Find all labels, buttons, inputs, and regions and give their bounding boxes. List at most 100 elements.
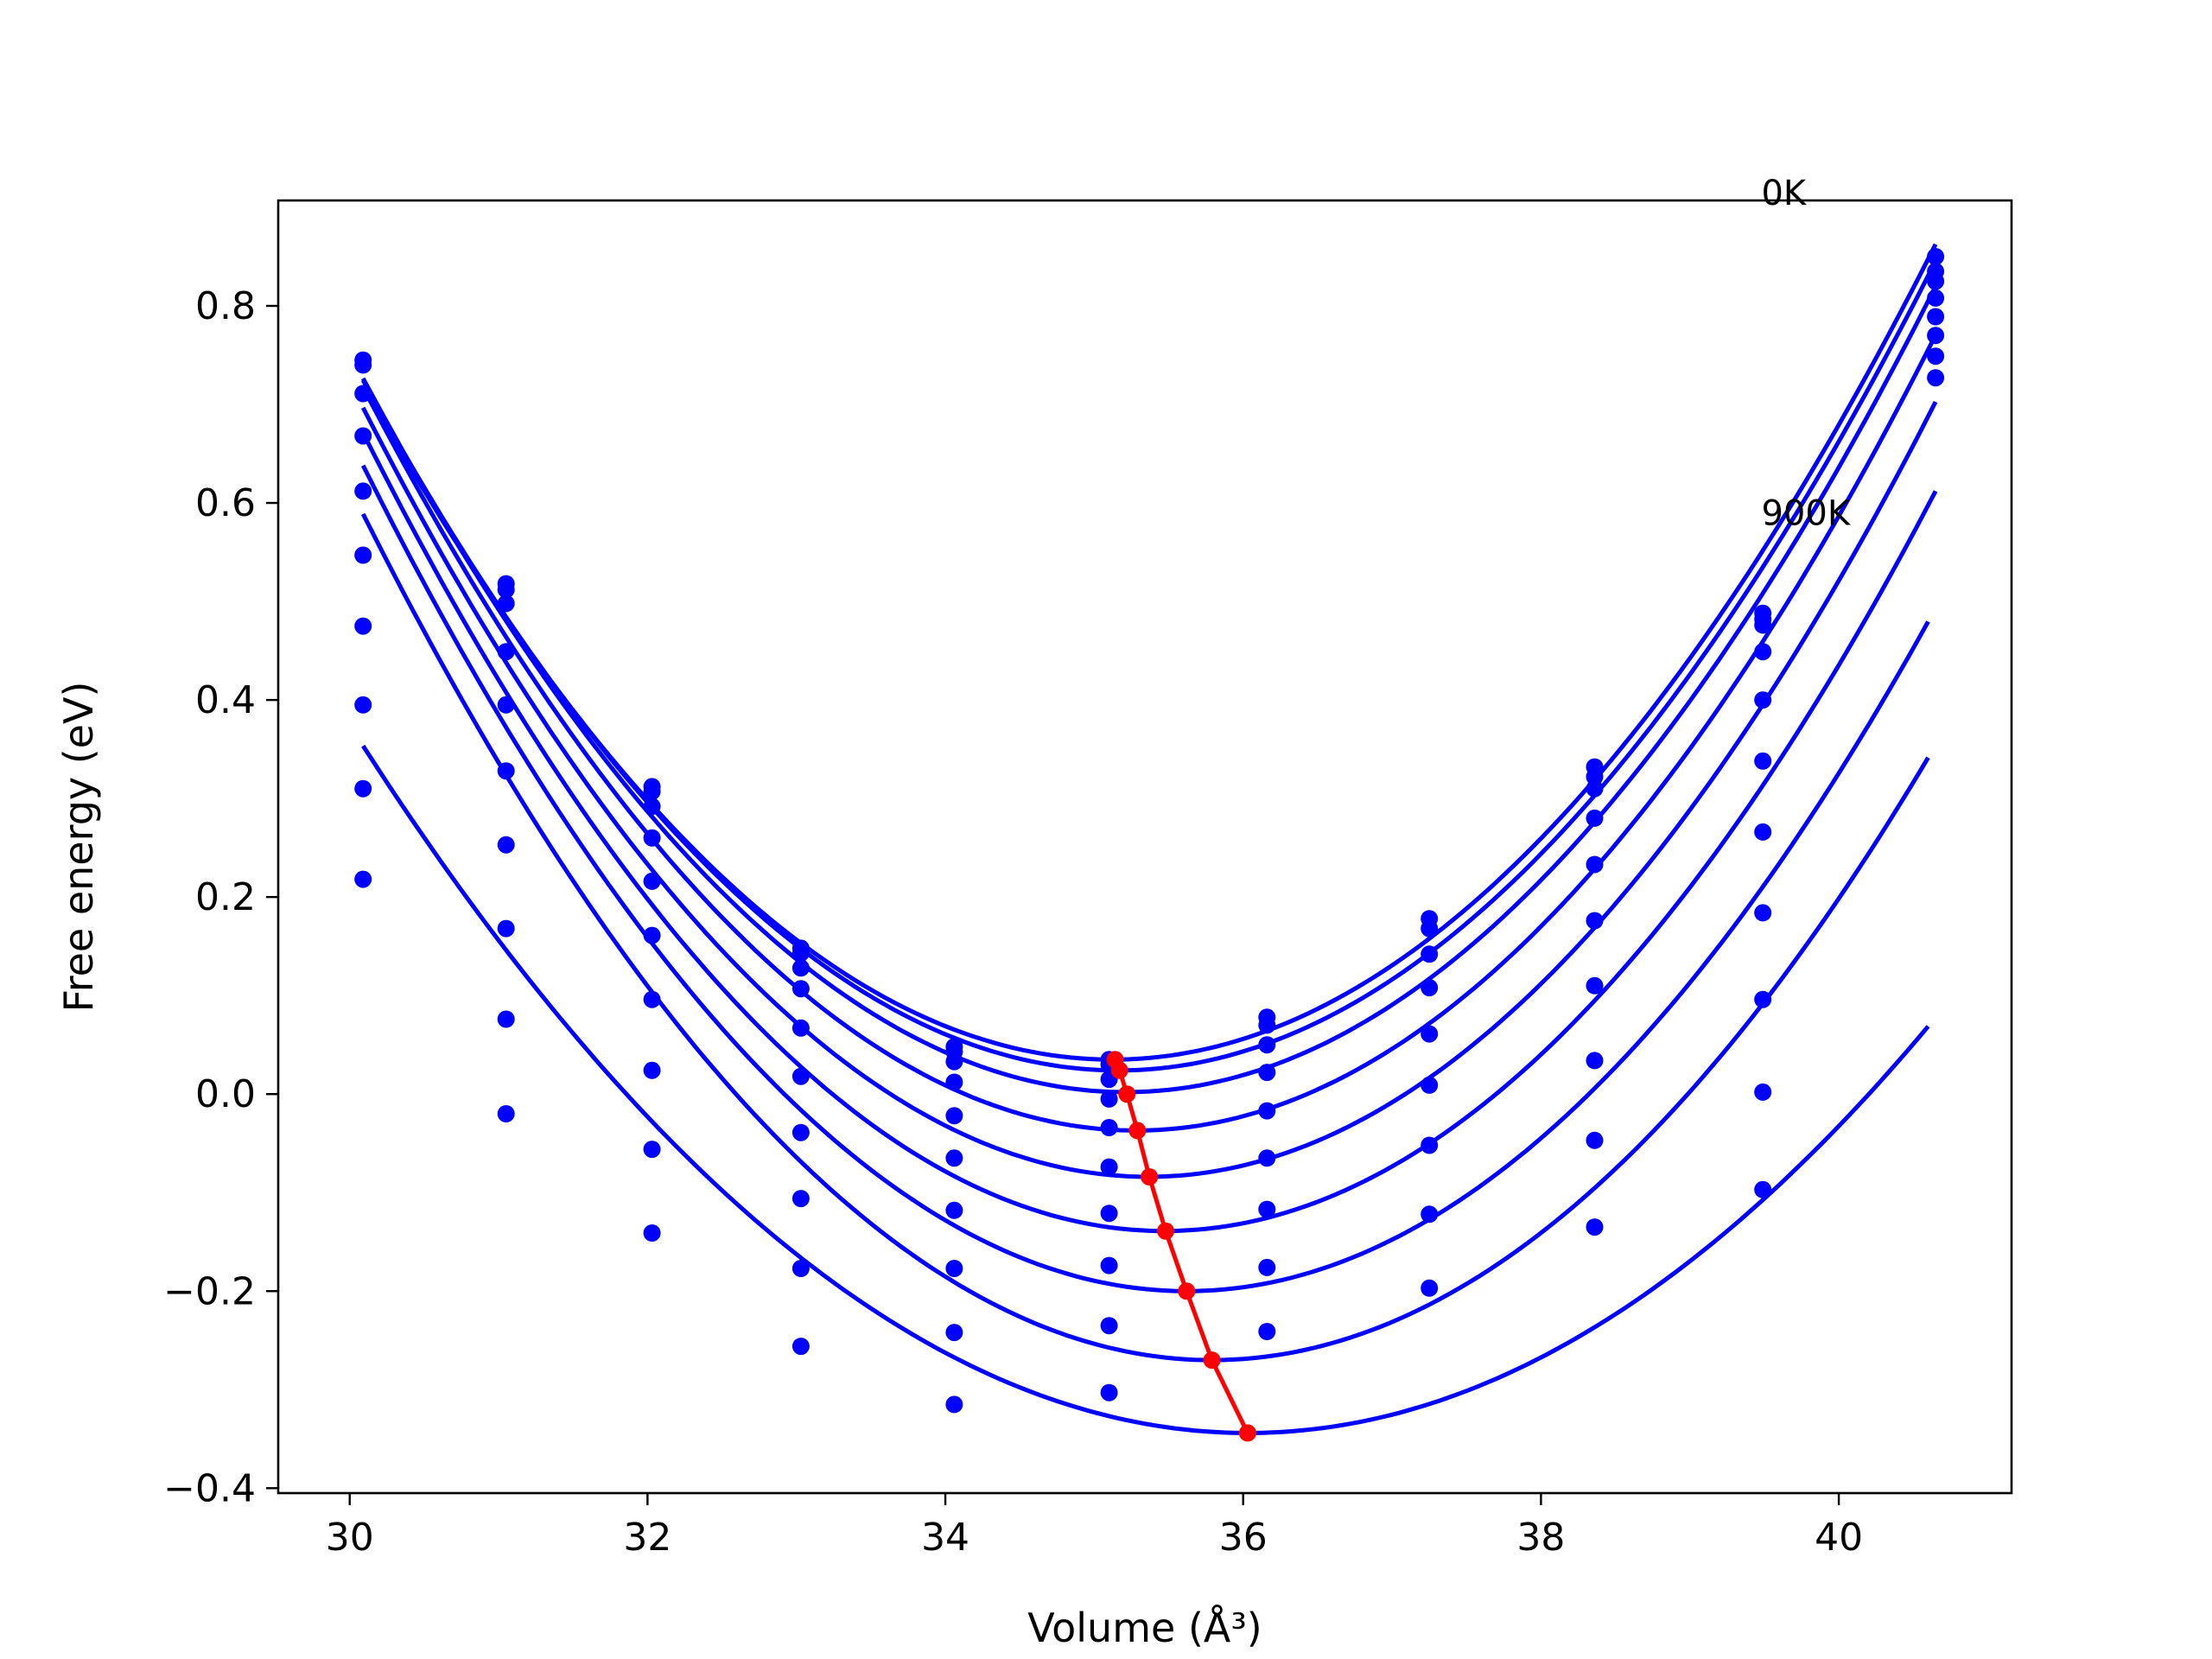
fit-curve bbox=[360, 464, 1930, 1294]
data-point bbox=[497, 643, 515, 661]
data-point bbox=[1100, 1205, 1118, 1223]
data-point bbox=[1421, 1205, 1439, 1224]
data-point bbox=[1754, 643, 1772, 661]
data-point bbox=[643, 783, 661, 801]
y-tick-label: 0.2 bbox=[195, 875, 256, 919]
data-point bbox=[643, 1061, 661, 1079]
fit-curve bbox=[360, 431, 1938, 1234]
data-point bbox=[1586, 809, 1604, 827]
data-point bbox=[1754, 823, 1772, 841]
data-point bbox=[945, 1324, 963, 1342]
data-point bbox=[497, 594, 515, 613]
annotations: 0K 900K bbox=[1761, 174, 1851, 534]
data-point bbox=[791, 944, 810, 963]
x-tick-label: 36 bbox=[1219, 1516, 1268, 1560]
y-tick-label: 0.0 bbox=[195, 1072, 256, 1116]
equilibrium-point bbox=[1203, 1351, 1221, 1370]
data-point bbox=[643, 990, 661, 1008]
data-point bbox=[643, 926, 661, 944]
data-point bbox=[1754, 904, 1772, 922]
data-point bbox=[1258, 1323, 1276, 1340]
data-point bbox=[1100, 1090, 1118, 1108]
x-tick-label: 30 bbox=[326, 1516, 374, 1560]
fit-curve bbox=[361, 260, 1938, 1073]
data-point bbox=[1421, 1025, 1439, 1043]
data-point bbox=[354, 546, 372, 564]
axes-frame bbox=[276, 199, 2013, 1495]
data-point bbox=[1927, 308, 1945, 326]
data-point bbox=[1421, 919, 1439, 938]
equilibrium-point bbox=[1238, 1424, 1256, 1442]
x-tick-label: 32 bbox=[623, 1516, 671, 1560]
data-point bbox=[1927, 369, 1945, 387]
data-point bbox=[354, 617, 372, 635]
data-point bbox=[1421, 979, 1439, 997]
equilibrium-point bbox=[1128, 1122, 1147, 1140]
data-point bbox=[1258, 1149, 1276, 1167]
data-points bbox=[354, 248, 1945, 1414]
data-point bbox=[791, 1067, 810, 1085]
data-point bbox=[1927, 248, 1945, 265]
data-point bbox=[791, 1338, 810, 1356]
data-point bbox=[1258, 1102, 1276, 1120]
x-tick-label: 40 bbox=[1815, 1516, 1863, 1560]
data-point bbox=[791, 1190, 810, 1208]
data-point bbox=[643, 829, 661, 847]
x-axis-label: Volume (Å³) bbox=[1027, 1605, 1262, 1651]
data-point bbox=[1754, 1083, 1772, 1101]
data-point bbox=[945, 1149, 963, 1167]
data-point bbox=[1258, 1064, 1276, 1082]
data-point bbox=[945, 1107, 963, 1125]
data-point bbox=[497, 1010, 515, 1028]
data-point bbox=[354, 482, 372, 500]
data-point bbox=[791, 1123, 810, 1141]
y-tick-label: −0.2 bbox=[163, 1269, 256, 1313]
annotation-label: 900K bbox=[1761, 493, 1851, 533]
x-tick-label: 34 bbox=[921, 1516, 969, 1560]
data-point bbox=[354, 696, 372, 714]
equilibrium-point bbox=[1118, 1085, 1136, 1103]
data-point bbox=[354, 356, 372, 374]
data-point bbox=[945, 1052, 963, 1071]
equilibrium-line bbox=[1106, 1051, 1256, 1442]
data-point bbox=[1586, 1218, 1604, 1236]
y-axis-label: Free energy (eV) bbox=[55, 682, 102, 1013]
data-point bbox=[1100, 1256, 1118, 1274]
equilibrium-point bbox=[1157, 1222, 1175, 1240]
data-point bbox=[643, 872, 661, 890]
data-point bbox=[497, 919, 515, 938]
data-point bbox=[1586, 1052, 1604, 1070]
fit-curve bbox=[361, 744, 1930, 1435]
data-point bbox=[354, 870, 372, 888]
y-tick-label: 0.4 bbox=[195, 678, 256, 722]
data-point bbox=[1927, 327, 1945, 345]
data-point bbox=[497, 696, 515, 714]
data-point bbox=[354, 427, 372, 445]
data-point bbox=[1754, 752, 1772, 770]
data-point bbox=[1258, 1036, 1276, 1054]
data-point bbox=[791, 980, 810, 998]
data-point bbox=[1927, 289, 1945, 307]
data-point bbox=[1421, 1279, 1439, 1297]
data-point bbox=[945, 1260, 963, 1277]
equilibrium-point bbox=[1141, 1168, 1159, 1185]
data-point bbox=[1258, 1258, 1276, 1276]
annotation-label: 0K bbox=[1761, 174, 1807, 213]
data-point bbox=[945, 1201, 963, 1219]
data-point bbox=[1586, 976, 1604, 995]
x-axis-ticks: 30 32 34 36 38 40 bbox=[326, 1493, 1863, 1560]
data-point bbox=[1754, 990, 1772, 1008]
data-point bbox=[643, 798, 661, 816]
equilibrium-point bbox=[1178, 1282, 1196, 1300]
data-point bbox=[354, 779, 372, 798]
y-tick-label: 0.6 bbox=[195, 481, 256, 525]
data-point bbox=[1100, 1317, 1118, 1335]
fit-curve bbox=[360, 512, 1930, 1363]
data-point bbox=[1754, 616, 1772, 634]
data-point bbox=[791, 1019, 810, 1037]
y-axis-ticks: −0.4 −0.2 0.0 0.2 0.4 0.6 0.8 bbox=[163, 284, 278, 1510]
data-point bbox=[643, 1141, 661, 1159]
fit-curve bbox=[360, 334, 1938, 1133]
